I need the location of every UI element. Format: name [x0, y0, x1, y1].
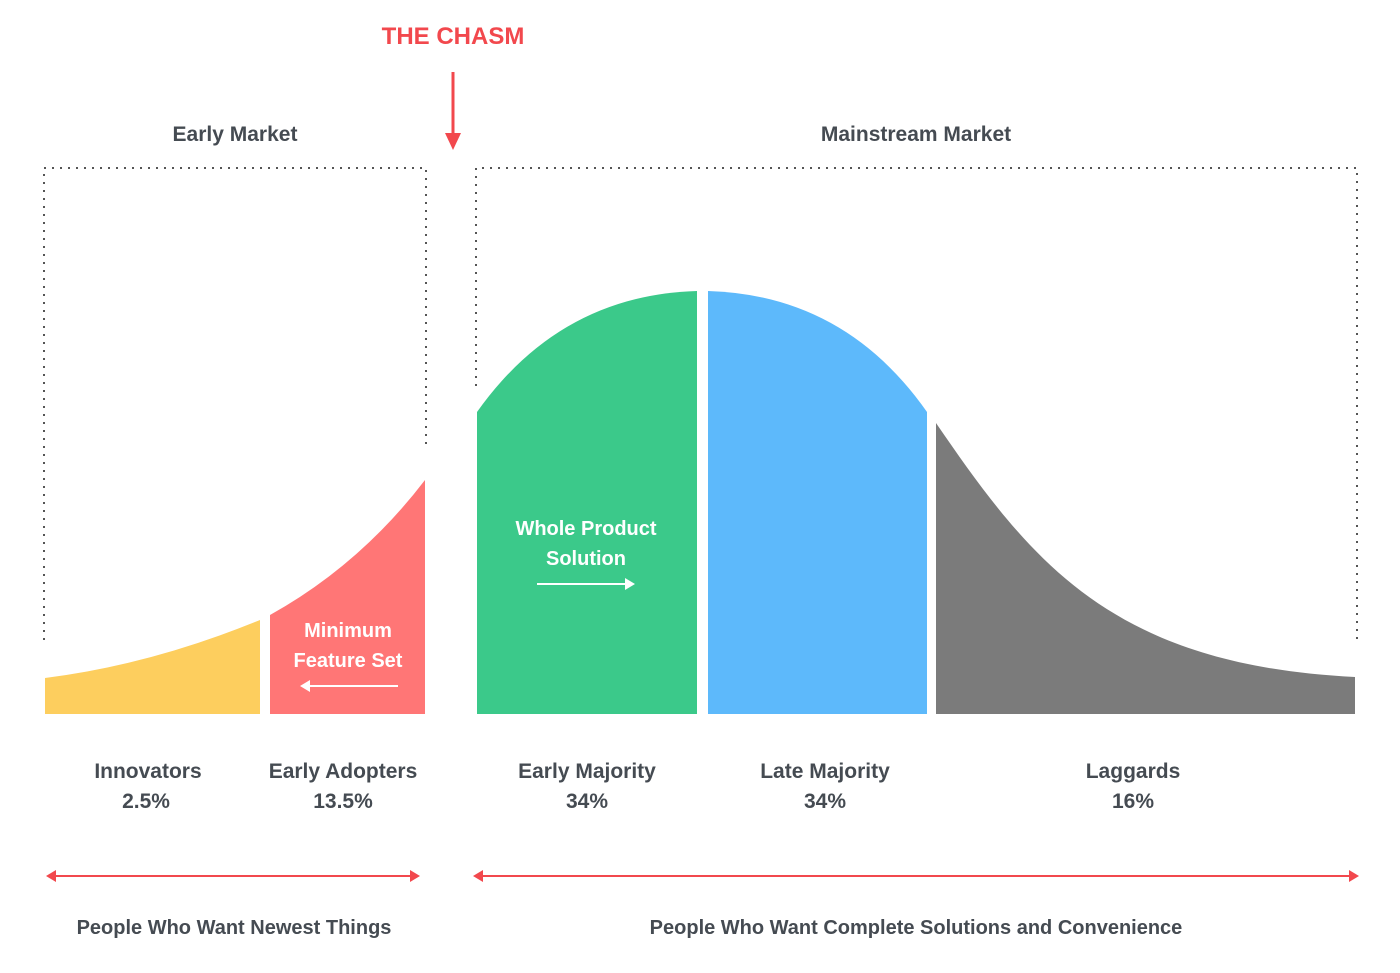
bottom-caption-left: People Who Want Newest Things: [77, 917, 392, 939]
segment-late-majority: [708, 291, 927, 714]
segment-label-innovators: Innovators: [94, 760, 201, 783]
early-market-frame: [43, 167, 427, 640]
chasm-title: THE CHASM: [382, 23, 525, 50]
right-range-double-arrow-icon: [473, 870, 1359, 882]
arrow-right-icon: [537, 578, 635, 590]
segment-label-laggards: Laggards: [1086, 760, 1181, 783]
segment-label-early-majority: Early Majority: [518, 760, 656, 783]
segment-innovators: [45, 620, 260, 714]
whole-product-solution-line2: Solution: [546, 548, 626, 570]
minimum-feature-set-line2: Feature Set: [294, 650, 403, 672]
mainstream-market-heading: Mainstream Market: [821, 123, 1011, 146]
left-range-double-arrow-icon: [46, 870, 420, 882]
segment-value-laggards: 16%: [1112, 790, 1154, 813]
segment-value-early-adopters: 13.5%: [313, 790, 373, 813]
bottom-caption-right: People Who Want Complete Solutions and C…: [650, 917, 1183, 939]
segment-value-early-majority: 34%: [566, 790, 608, 813]
segment-early-adopters: [270, 480, 425, 714]
segment-label-late-majority: Late Majority: [760, 760, 890, 783]
segment-value-innovators: 2.5%: [122, 790, 170, 813]
arrow-left-icon: [300, 680, 398, 692]
minimum-feature-set-line1: Minimum: [304, 620, 392, 642]
segment-label-early-adopters: Early Adopters: [269, 760, 418, 783]
whole-product-solution-line1: Whole Product: [515, 518, 656, 540]
segment-laggards: [936, 423, 1355, 714]
chasm-arrow-icon: [445, 72, 461, 150]
segment-early-majority: [477, 291, 697, 714]
early-market-heading: Early Market: [173, 123, 298, 146]
segment-value-late-majority: 34%: [804, 790, 846, 813]
